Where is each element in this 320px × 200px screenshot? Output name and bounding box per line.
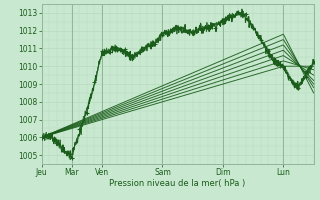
X-axis label: Pression niveau de la mer( hPa ): Pression niveau de la mer( hPa ) bbox=[109, 179, 246, 188]
